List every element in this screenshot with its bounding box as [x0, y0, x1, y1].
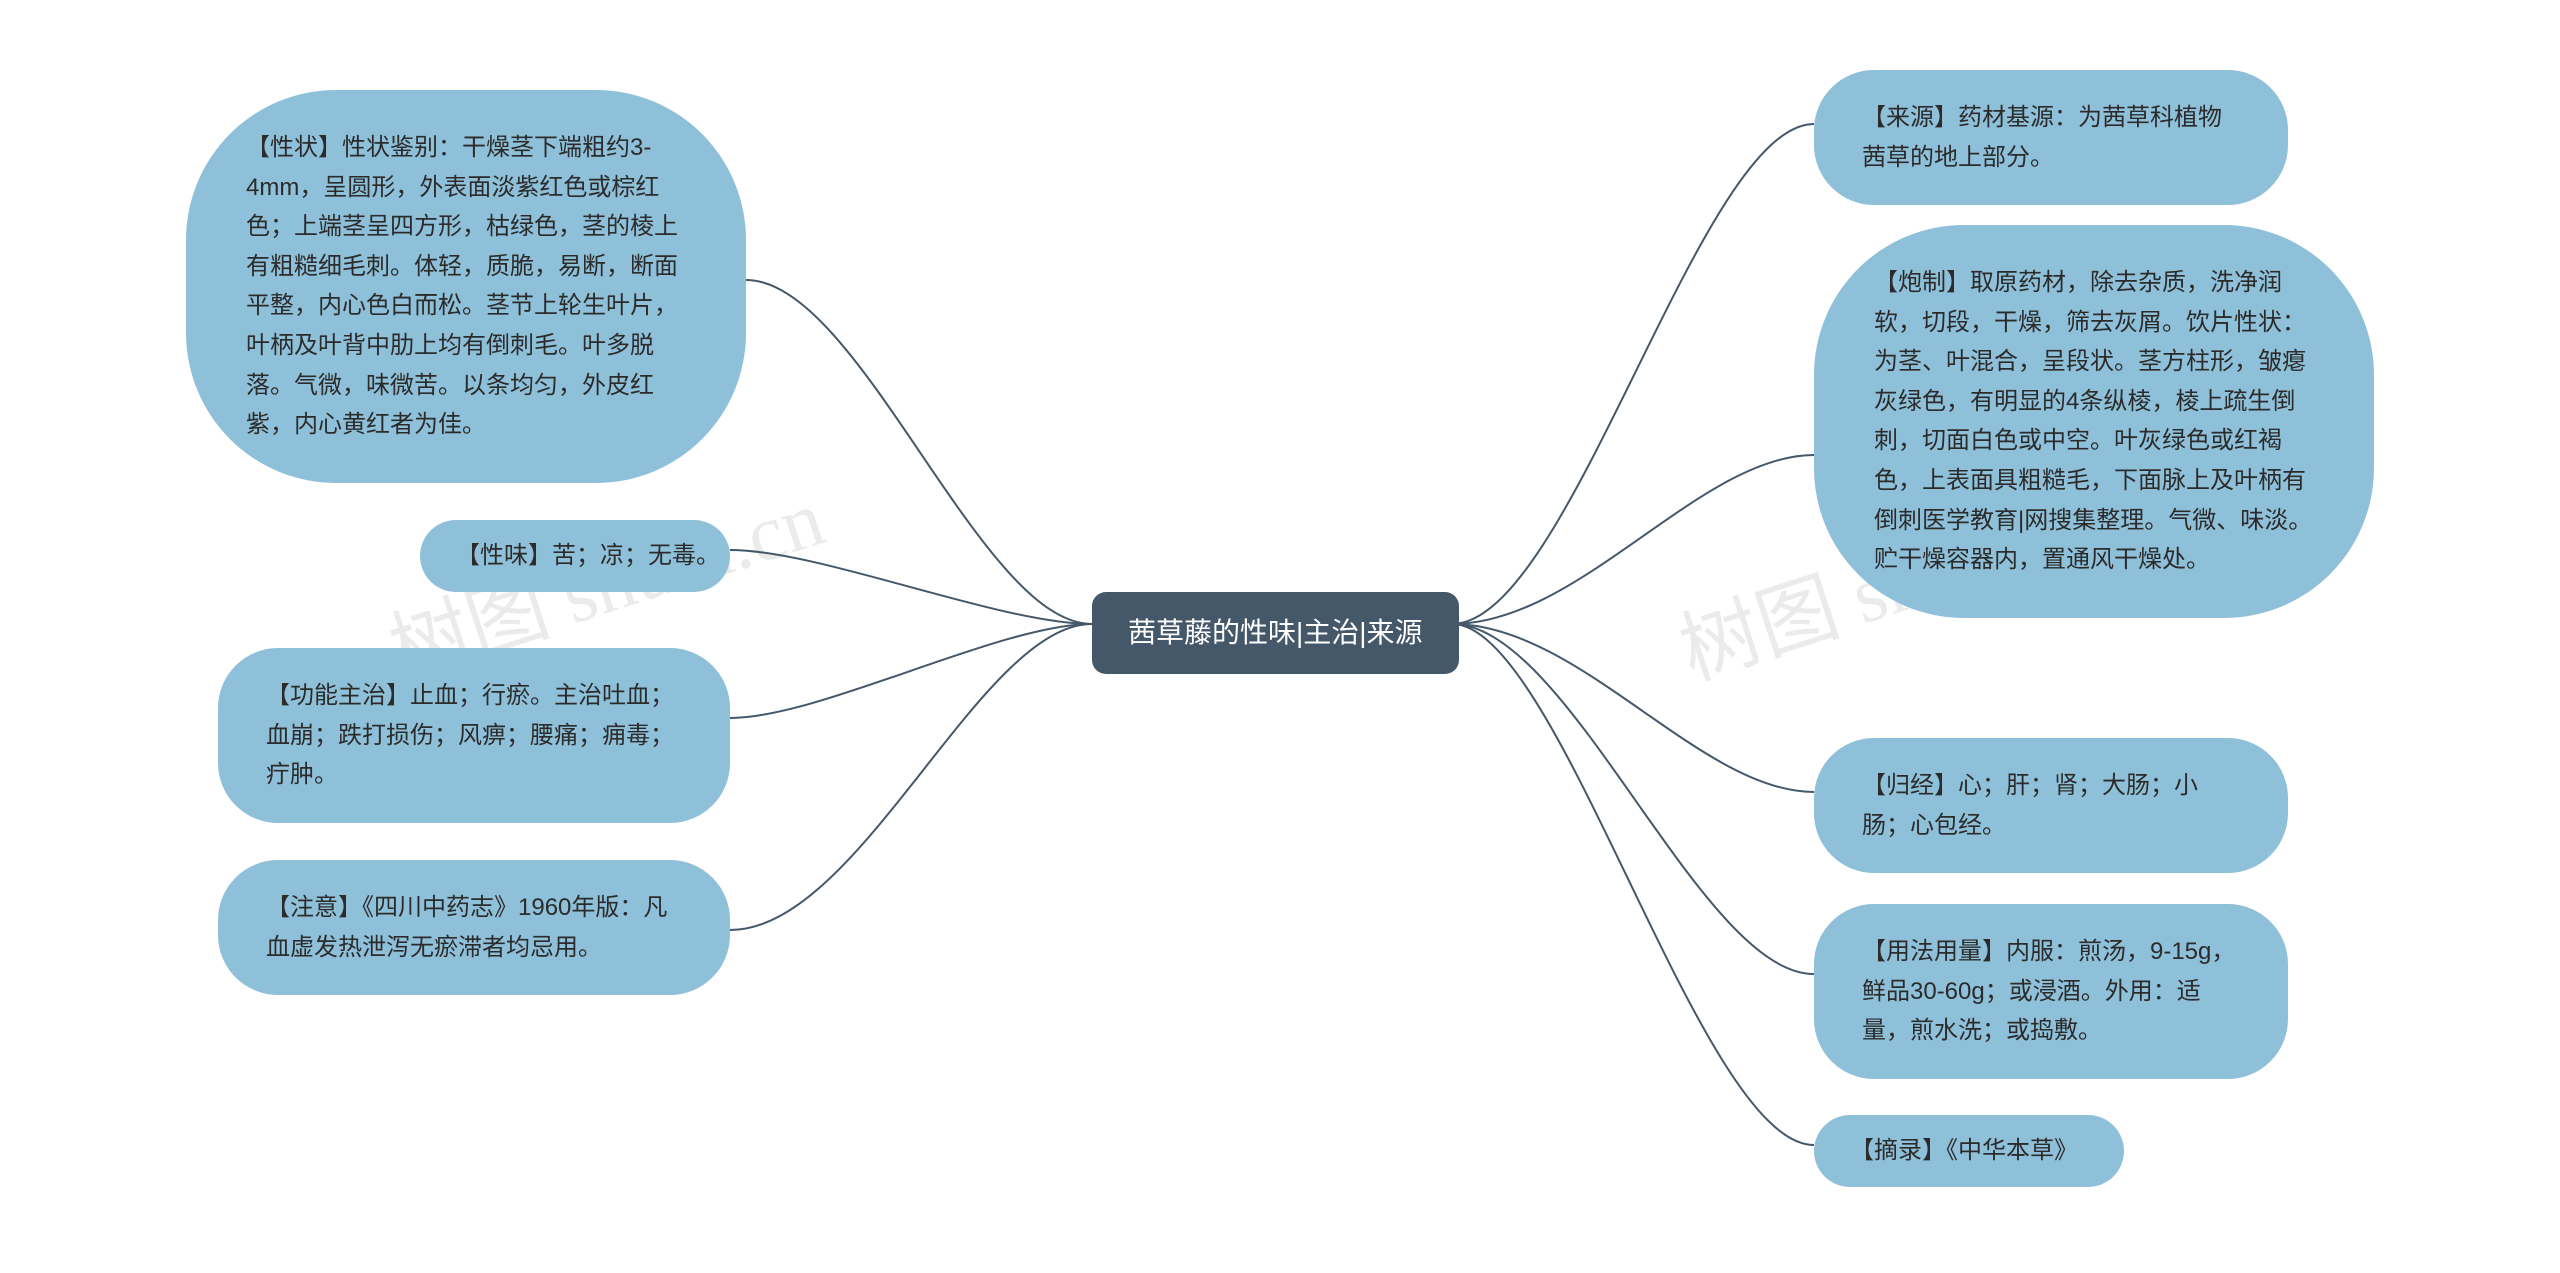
node-paozhi[interactable]: 【炮制】取原药材，除去杂质，洗净润软，切段，干燥，筛去灰屑。饮片性状：为茎、叶混…: [1814, 225, 2374, 618]
node-laiyuan[interactable]: 【来源】药材基源：为茜草科植物茜草的地上部分。: [1814, 70, 2288, 205]
node-xingzhuang[interactable]: 【性状】性状鉴别：干燥茎下端粗约3-4mm，呈圆形，外表面淡紫红色或棕红色；上端…: [186, 90, 746, 483]
mindmap-canvas: 树图 shutu.cn 树图 shutu.cn 茜草藤的性味|主治|来源 【性状…: [0, 0, 2560, 1273]
node-yongfa[interactable]: 【用法用量】内服：煎汤，9-15g，鲜品30-60g；或浸酒。外用：适量，煎水洗…: [1814, 904, 2288, 1079]
node-xingwei[interactable]: 【性味】苦；凉；无毒。: [420, 520, 730, 592]
center-node[interactable]: 茜草藤的性味|主治|来源: [1092, 592, 1459, 674]
node-zhuyi[interactable]: 【注意】《四川中药志》1960年版：凡血虚发热泄泻无瘀滞者均忌用。: [218, 860, 730, 995]
node-zhailu[interactable]: 【摘录】《中华本草》: [1814, 1115, 2124, 1187]
node-guijing[interactable]: 【归经】心；肝；肾；大肠；小肠；心包经。: [1814, 738, 2288, 873]
node-gongneng[interactable]: 【功能主治】止血；行瘀。主治吐血；血崩；跌打损伤；风痹；腰痛；痈毒；疔肿。: [218, 648, 730, 823]
